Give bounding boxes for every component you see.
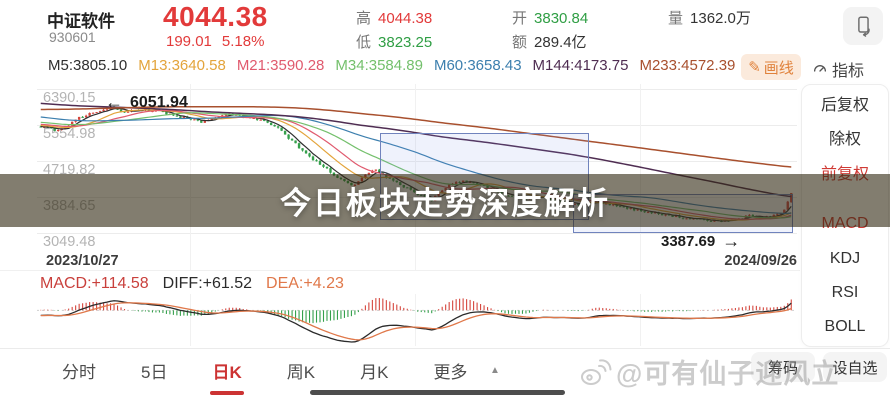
dea-value-label: DEA:+4.23 bbox=[266, 275, 344, 292]
gauge-icon bbox=[814, 65, 826, 72]
tab-更多[interactable]: 更多 bbox=[433, 362, 468, 382]
header-stats: 高 4044.38 低 3823.25 开 3830.84 额 289.4亿 量 1362.0万 bbox=[356, 7, 818, 53]
banner-text: 今日板块走势深度解析 bbox=[280, 186, 610, 221]
date-end: 2024/09/26 bbox=[724, 253, 797, 269]
sidebar-item-RSI[interactable]: RSI bbox=[831, 284, 859, 301]
arrow-right-icon: → bbox=[722, 231, 741, 251]
indicator-label: 指标 bbox=[832, 63, 865, 80]
tab-5日[interactable]: 5日 bbox=[141, 362, 168, 382]
ma-legend-21: M21:3590.28 bbox=[236, 57, 325, 74]
tab-分时[interactable]: 分时 bbox=[62, 362, 96, 382]
ma-legend-233: M233:4572.39 bbox=[639, 57, 736, 74]
arrow-left-icon: ← bbox=[105, 92, 123, 112]
period-tabs: 分时 5日 日K 周K 月K 更多 bbox=[62, 349, 467, 391]
rotate-screen-button[interactable] bbox=[843, 7, 883, 45]
draw-line-button[interactable]: ✎ 画线 bbox=[741, 54, 801, 80]
trough-annotation: 3387.69 → bbox=[661, 231, 740, 252]
ma-legend-13: M13:3640.58 bbox=[138, 57, 226, 74]
main-chart-canvas[interactable] bbox=[35, 80, 797, 257]
peak-annotation-value: 6051.94 bbox=[130, 93, 188, 111]
watchlist-label: 设自选 bbox=[832, 359, 878, 377]
sidebar-item-后复权[interactable]: 后复权 bbox=[820, 97, 869, 114]
tab-周K[interactable]: 周K bbox=[286, 362, 316, 382]
stat-2: 开 3830.84 bbox=[512, 10, 589, 27]
ma-legend-144: M144:4173.75 bbox=[532, 57, 629, 74]
symbol-code: 930601 bbox=[49, 29, 96, 45]
symbol-name: 中证软件 bbox=[47, 12, 115, 31]
change-value: 199.01 bbox=[166, 33, 212, 50]
add-watchlist-button[interactable]: 设自选 bbox=[823, 352, 887, 382]
ma-legend: M5:3805.10 M13:3640.58 M21:3590.28 M34:3584… bbox=[48, 57, 735, 74]
change-percent: 5.18% bbox=[221, 33, 265, 50]
price-change: 199.01 5.18% bbox=[166, 33, 274, 50]
chips-label: 筹码 bbox=[767, 359, 798, 377]
tab-月K[interactable]: 月K bbox=[360, 362, 389, 382]
stat-4: 量 1362.0万 bbox=[668, 10, 751, 27]
sidebar-item-KDJ[interactable]: KDJ bbox=[829, 250, 861, 267]
stat-0: 高 4044.38 bbox=[356, 10, 433, 27]
rotate-phone-icon bbox=[858, 16, 870, 37]
indicator-button[interactable]: 指标 bbox=[812, 57, 864, 81]
ma-legend-34: M34:3584.89 bbox=[335, 57, 423, 74]
diff-value-label: DIFF:+61.52 bbox=[162, 275, 253, 292]
ma-legend-5: M5:3805.10 bbox=[48, 57, 128, 74]
trough-annotation-value: 3387.69 bbox=[661, 233, 716, 250]
peak-annotation: ← 6051.94 bbox=[105, 92, 188, 113]
last-price: 4044.38 bbox=[163, 1, 268, 32]
tab-日K[interactable]: 日K bbox=[212, 358, 241, 383]
promo-banner: 今日板块走势深度解析 bbox=[0, 174, 890, 227]
ma-legend-60: M60:3658.43 bbox=[433, 57, 522, 74]
chips-button[interactable]: 筹码 bbox=[751, 352, 815, 382]
sidebar-item-BOLL[interactable]: BOLL bbox=[824, 318, 866, 335]
gesture-nav-pill[interactable] bbox=[310, 390, 565, 395]
stat-3: 额 289.4亿 bbox=[512, 34, 587, 51]
macd-value-label: MACD:+114.58 bbox=[40, 275, 149, 292]
macd-labels: MACD:+114.58 DIFF:+61.52 DEA:+4.23 bbox=[40, 275, 344, 293]
sidebar-item-除权[interactable]: 除权 bbox=[828, 131, 861, 148]
chevron-up-icon[interactable]: ▲ bbox=[490, 365, 500, 376]
stat-1: 低 3823.25 bbox=[356, 34, 433, 51]
date-start: 2023/10/27 bbox=[46, 253, 119, 269]
bottom-tabbar: 分时 5日 日K 周K 月K 更多 ▲ 筹码 设自选 bbox=[0, 348, 890, 400]
pencil-icon: ✎ bbox=[748, 59, 761, 76]
pane-divider bbox=[0, 270, 800, 271]
macd-chart-canvas[interactable] bbox=[35, 294, 797, 346]
draw-line-label: 画线 bbox=[763, 59, 794, 77]
